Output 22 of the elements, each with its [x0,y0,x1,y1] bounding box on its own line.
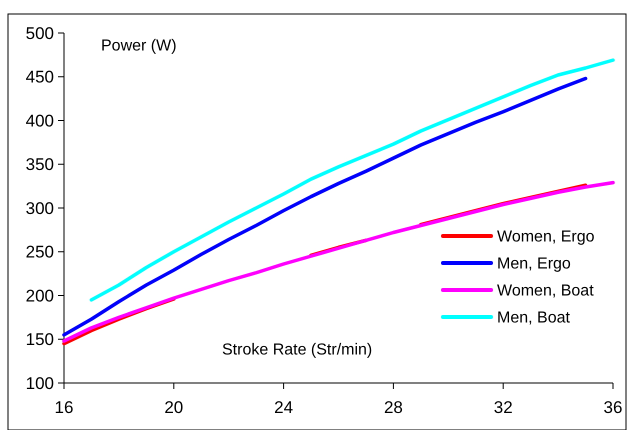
y-tick-label: 400 [26,111,54,130]
legend-label: Women, Boat [497,282,594,300]
x-tick-label: 24 [274,398,294,417]
legend-label: Men, Boat [497,310,570,327]
line-series [90,58,615,302]
y-tick-label: 450 [26,68,54,87]
x-tick-label: 20 [164,398,184,417]
y-tick-label: 350 [26,155,54,174]
y-tick-label: 300 [26,198,54,218]
y-tick-label: 150 [26,330,54,350]
legend-label: Men, Ergo [497,256,571,273]
y-tick-label: 100 [26,374,54,393]
y-tick-label: 200 [26,286,54,306]
y-axis-title: Power (W) [101,38,177,55]
x-axis-title: Stroke Rate (Str/min) [222,342,372,359]
y-tick-label: 500 [26,24,54,43]
x-tick-label: 28 [384,398,403,417]
x-tick-label: 16 [54,398,74,417]
y-tick-label: 250 [26,242,54,262]
legend-label: Women, Ergo [497,228,595,246]
x-tick-label: 32 [494,398,513,417]
x-tick-label: 36 [604,398,622,417]
